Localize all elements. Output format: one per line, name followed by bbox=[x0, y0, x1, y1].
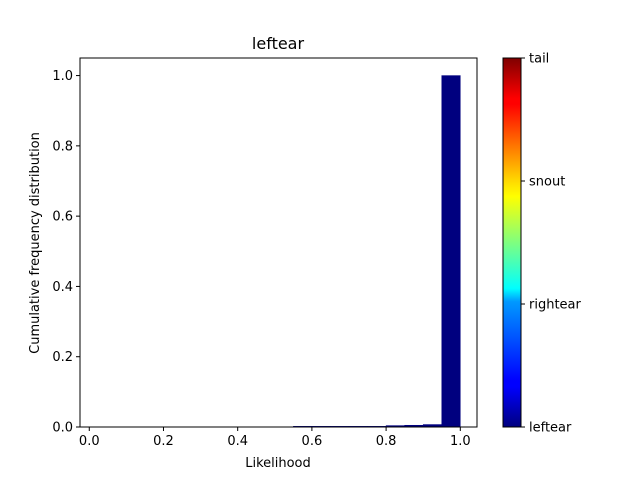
colorbar-gradient bbox=[502, 57, 522, 428]
x-tick-label: 0.8 bbox=[376, 434, 397, 449]
bars bbox=[293, 75, 461, 428]
colorbar-ticks: leftear rightear snout tail bbox=[521, 52, 582, 436]
x-ticks: 0.0 0.2 0.4 0.6 0.8 1.0 bbox=[79, 427, 471, 449]
y-tick-label: 0.6 bbox=[52, 210, 73, 225]
chart-title: leftear bbox=[252, 34, 305, 53]
y-tick-label: 0.4 bbox=[52, 280, 73, 295]
x-tick-label: 0.2 bbox=[153, 434, 174, 449]
x-tick-label: 0.4 bbox=[227, 434, 248, 449]
colorbar-tick-label: rightear bbox=[529, 298, 582, 313]
y-tick-label: 0.0 bbox=[52, 421, 73, 436]
x-tick-label: 1.0 bbox=[450, 434, 471, 449]
y-tick-label: 1.0 bbox=[52, 69, 73, 84]
y-tick-label: 0.2 bbox=[52, 350, 73, 365]
x-axis-label: Likelihood bbox=[245, 456, 311, 471]
colorbar: leftear rightear snout tail bbox=[502, 52, 582, 436]
y-axis-label: Cumulative frequency distribution bbox=[28, 132, 43, 354]
x-tick-label: 0.6 bbox=[302, 434, 323, 449]
y-tick-label: 0.8 bbox=[52, 139, 73, 154]
x-tick-label: 0.0 bbox=[79, 434, 100, 449]
colorbar-tick-label: snout bbox=[529, 175, 565, 190]
y-ticks: 0.0 0.2 0.4 0.6 0.8 1.0 bbox=[52, 69, 80, 436]
plot-frame bbox=[79, 57, 478, 428]
histogram-bar-8 bbox=[441, 75, 461, 428]
colorbar-tick-label: leftear bbox=[529, 421, 572, 436]
colorbar-tick-label: tail bbox=[529, 52, 549, 67]
